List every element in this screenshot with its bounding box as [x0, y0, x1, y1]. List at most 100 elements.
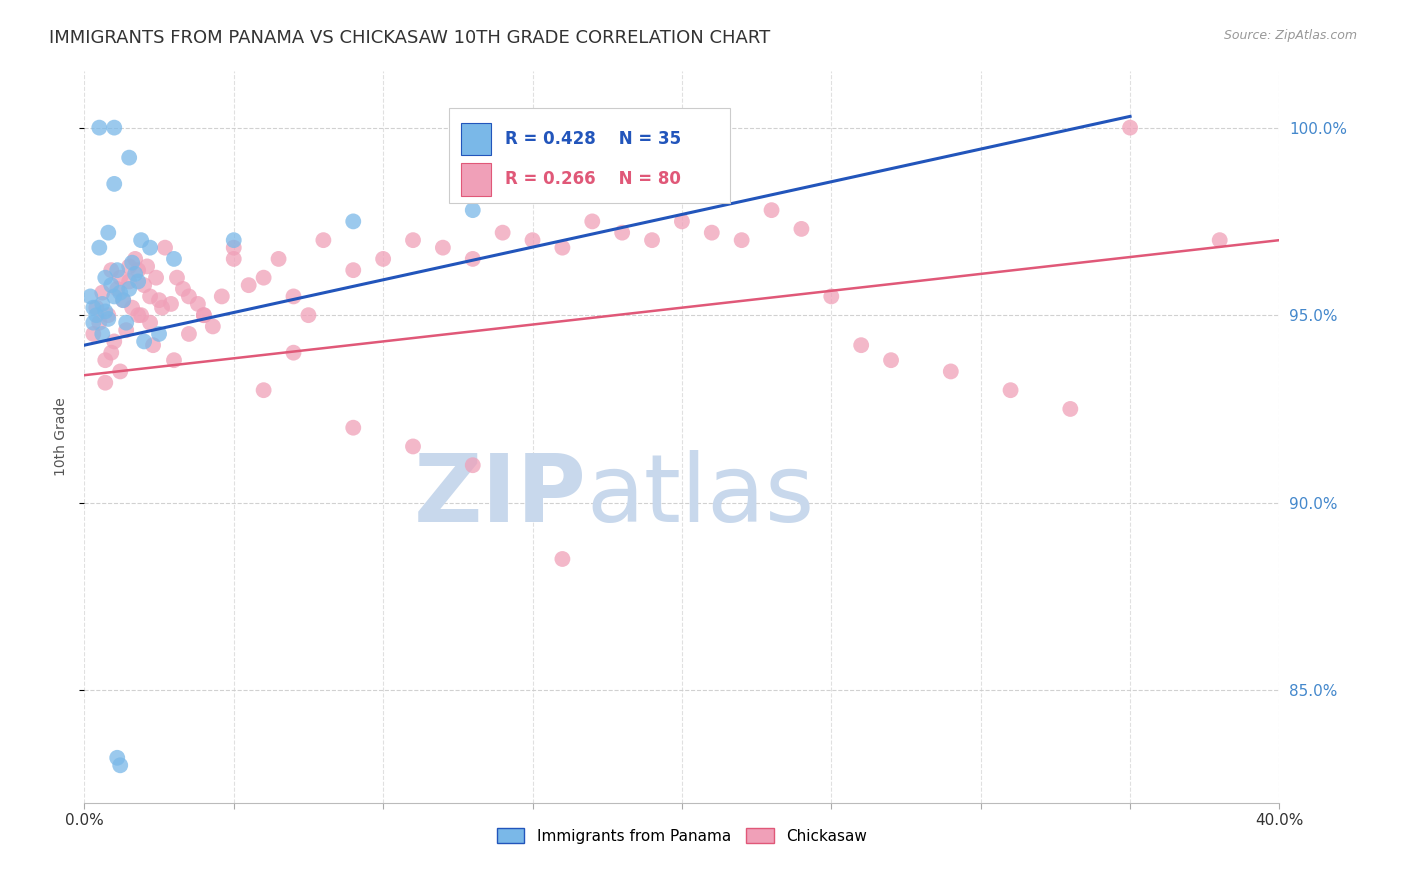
- Point: [731, 233, 754, 247]
- Point: [103, 177, 125, 191]
- Point: [671, 214, 693, 228]
- Text: R = 0.428    N = 35: R = 0.428 N = 35: [505, 130, 681, 148]
- Point: [139, 289, 162, 303]
- Point: [100, 263, 122, 277]
- Point: [112, 293, 135, 308]
- Point: [127, 263, 149, 277]
- Point: [172, 282, 194, 296]
- Bar: [461, 163, 491, 195]
- Point: [118, 260, 141, 274]
- Point: [86, 308, 108, 322]
- Point: [139, 241, 162, 255]
- Point: [97, 308, 120, 322]
- Point: [127, 274, 149, 288]
- Point: [551, 241, 574, 255]
- Point: [153, 241, 176, 255]
- Point: [139, 316, 162, 330]
- Point: [177, 326, 200, 341]
- Point: [94, 304, 117, 318]
- Point: [97, 312, 120, 326]
- Text: atlas: atlas: [586, 450, 814, 541]
- Y-axis label: 10th Grade: 10th Grade: [53, 398, 67, 476]
- Point: [105, 263, 128, 277]
- Point: [148, 326, 170, 341]
- Point: [461, 458, 484, 473]
- Point: [121, 255, 143, 269]
- Point: [129, 308, 152, 322]
- Point: [238, 278, 260, 293]
- Point: [342, 420, 364, 434]
- Point: [222, 241, 245, 255]
- Point: [115, 316, 138, 330]
- Point: [201, 319, 224, 334]
- Point: [115, 323, 138, 337]
- Point: [105, 751, 128, 765]
- Point: [312, 233, 335, 247]
- Bar: [461, 122, 491, 155]
- Point: [100, 278, 122, 293]
- Point: [1209, 233, 1232, 247]
- Point: [177, 289, 200, 303]
- Point: [129, 233, 152, 247]
- Point: [193, 308, 215, 322]
- Point: [297, 308, 319, 322]
- Point: [91, 285, 114, 300]
- Point: [142, 338, 165, 352]
- Point: [581, 214, 603, 228]
- Point: [790, 222, 813, 236]
- Text: IMMIGRANTS FROM PANAMA VS CHICKASAW 10TH GRADE CORRELATION CHART: IMMIGRANTS FROM PANAMA VS CHICKASAW 10TH…: [49, 29, 770, 46]
- Point: [121, 301, 143, 315]
- FancyBboxPatch shape: [449, 108, 730, 203]
- Point: [127, 308, 149, 322]
- Point: [100, 345, 122, 359]
- Point: [82, 326, 104, 341]
- Point: [91, 326, 114, 341]
- Point: [163, 353, 186, 368]
- Point: [110, 270, 132, 285]
- Point: [110, 364, 132, 378]
- Point: [342, 263, 364, 277]
- Point: [820, 289, 842, 303]
- Point: [1000, 383, 1022, 397]
- Point: [86, 301, 108, 315]
- Point: [193, 308, 215, 322]
- Point: [492, 226, 515, 240]
- Point: [402, 440, 425, 454]
- Point: [145, 270, 167, 285]
- Point: [94, 376, 117, 390]
- Point: [94, 353, 117, 368]
- Point: [461, 203, 484, 218]
- Point: [612, 226, 634, 240]
- Point: [97, 226, 120, 240]
- Point: [150, 301, 173, 315]
- Point: [267, 252, 290, 266]
- Point: [432, 241, 454, 255]
- Point: [641, 233, 664, 247]
- Point: [253, 383, 276, 397]
- Point: [880, 353, 903, 368]
- Point: [187, 297, 209, 311]
- Point: [91, 297, 114, 311]
- Point: [166, 270, 188, 285]
- Legend: Immigrants from Panama, Chickasaw: Immigrants from Panama, Chickasaw: [491, 822, 873, 850]
- Point: [89, 241, 111, 255]
- Point: [939, 364, 962, 378]
- Point: [118, 151, 141, 165]
- Point: [373, 252, 395, 266]
- Point: [851, 338, 873, 352]
- Point: [211, 289, 233, 303]
- Point: [700, 226, 723, 240]
- Point: [222, 252, 245, 266]
- Point: [82, 316, 104, 330]
- Point: [522, 233, 544, 247]
- Text: Source: ZipAtlas.com: Source: ZipAtlas.com: [1223, 29, 1357, 42]
- Text: R = 0.266    N = 80: R = 0.266 N = 80: [505, 170, 681, 188]
- Point: [222, 233, 245, 247]
- Point: [1059, 401, 1081, 416]
- Point: [110, 758, 132, 772]
- Point: [79, 289, 101, 303]
- Point: [136, 260, 159, 274]
- Point: [761, 203, 783, 218]
- Point: [342, 214, 364, 228]
- Point: [105, 282, 128, 296]
